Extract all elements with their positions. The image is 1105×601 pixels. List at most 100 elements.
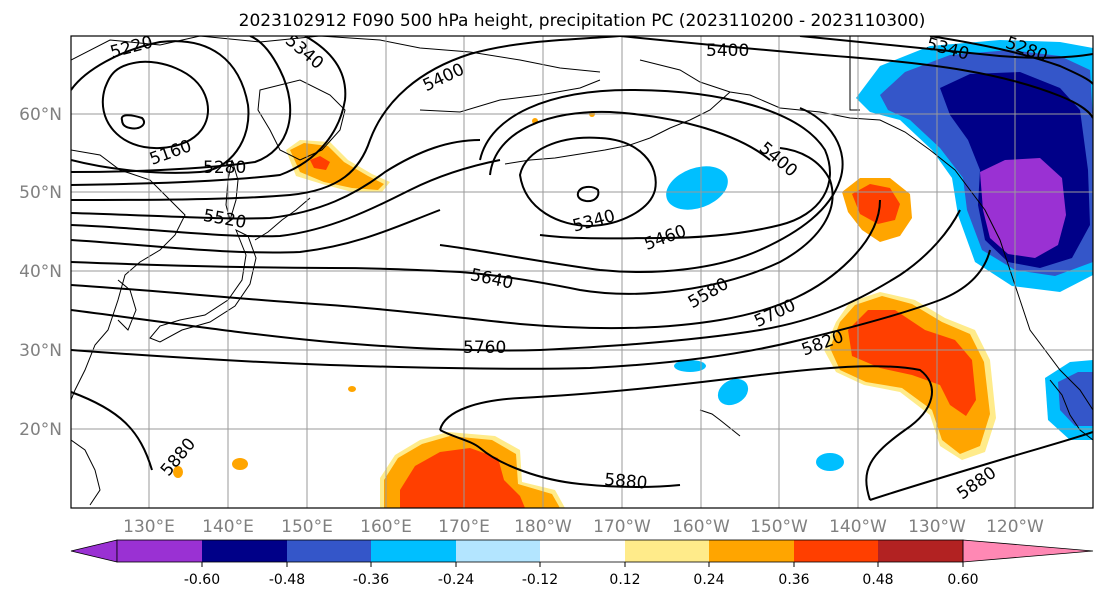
lat-label-50: 50°N [19,183,62,203]
lon-label-120w: 120°W [986,517,1044,537]
colorbar-segment-8 [709,540,794,562]
coast-kamchatka [257,79,346,161]
contour-5880-se [869,431,1093,501]
coast-philippines [71,439,101,506]
lat-label-20: 20°N [19,420,62,440]
precip-area-kamchatka-core [310,156,330,170]
colorbar-label-10: 0.60 [947,572,978,588]
precip-area-midpac-blue [666,166,728,210]
colorbar-label-6: 0.12 [609,572,640,588]
contour-5520-west [71,159,501,238]
contour-5280-west [71,36,292,173]
contour-label-5760: 5760 [463,338,506,358]
contour-5340-west [71,36,347,186]
contour-5220 [71,40,250,174]
colorbar-label-3: -0.36 [353,572,389,588]
lon-label-140e: 140°E [202,517,254,537]
contour-low-west-inner [120,114,146,130]
precip-area-baja-mid [1058,372,1093,426]
contour-5340-center [518,136,657,228]
precip-area-sc-pacific-core [400,448,525,508]
colorbar: -0.60 -0.48 -0.36 -0.24 -0.12 0.12 0.24 … [70,539,1094,588]
colorbar-segment-9 [794,540,878,562]
lon-label-130e: 130°E [123,517,175,537]
colorbar-extend-right [962,539,1094,563]
colorbar-segment-3 [287,540,371,562]
contour-5460 [479,88,831,240]
map-panel: 5220 5340 5400 5400 5340 5280 5160 5280 … [70,35,1094,509]
contour-5400-north [619,36,1093,119]
colorbar-label-8: 0.36 [778,572,809,588]
contour-5280-north [929,36,1093,85]
contour-5580 [439,107,844,273]
lon-label-170w: 170°W [593,517,651,537]
colorbar-segment-7 [625,540,709,562]
coast-chukotka [419,79,601,113]
contour-5460-west [71,139,481,220]
colorbar-label-9: 0.48 [862,572,893,588]
colorbar-segment-4 [371,540,456,562]
contour-5880-west [71,391,153,471]
lon-label-150w: 150°W [750,517,808,537]
lon-label-140w: 140°W [829,517,887,537]
coast-mexico [1049,379,1093,441]
map-title: 2023102912 F090 500 hPa height, precipit… [239,11,926,31]
lon-label-150e: 150°E [281,517,333,537]
precip-area-nw-america-core [980,158,1066,258]
longitude-labels: 130°E 140°E 150°E 160°E 170°E 180°W 170°… [123,517,1044,537]
coastlines [71,36,1093,506]
contour-5580-west [71,209,441,254]
contour-5640-west [71,147,834,295]
colorbar-label-1: -0.60 [184,572,220,588]
precip-area-south-blue [816,453,844,471]
colorbar-extend-left [70,539,118,563]
precip-area-hawaii-blue2 [717,378,749,406]
colorbar-segment-2 [202,540,287,562]
coast-alaska-peninsula [649,91,731,139]
lon-label-160w: 160°W [672,517,730,537]
contour-label-5280-b: 5280 [203,158,246,178]
colorbar-label-5: -0.12 [522,572,558,588]
contour-5400-center [489,110,771,176]
contour-label-5880-b: 5880 [603,470,648,494]
coast-kurils [254,197,311,241]
coast-korea [117,279,137,331]
latitude-labels: 60°N 50°N 40°N 30°N 20°N [19,105,62,440]
precip-area-dot1 [232,458,248,470]
graticule [71,36,1093,508]
contour-5340-north [799,36,1093,59]
lon-label-160e: 160°E [360,517,412,537]
lon-label-170e: 170°E [438,517,490,537]
colorbar-ticks [201,562,964,567]
lat-label-60: 60°N [19,105,62,125]
contour-low-center-inner [576,185,600,203]
contour-5700-west [71,199,881,330]
precipitation-shading [173,40,1093,508]
colorbar-segment-1 [117,540,202,562]
colorbar-label-4: -0.24 [438,572,474,588]
precip-area-goa-core [852,184,900,224]
coast-hudson [849,36,860,111]
height-contours [71,36,1093,501]
contour-5880-east [439,365,933,501]
contour-5400-west [71,36,621,201]
coast-hawaii [699,409,741,437]
map-frame [70,35,1094,509]
precip-area-hawaii-blue1 [674,360,706,372]
contour-5160 [101,60,209,150]
lat-label-30: 30°N [19,341,62,361]
lon-label-130w: 130°W [908,517,966,537]
coast-alaska [639,59,1093,411]
contour-5760 [71,209,961,352]
lon-label-180w: 180°W [514,517,572,537]
lat-label-40: 40°N [19,262,62,282]
colorbar-label-2: -0.48 [269,572,305,588]
coast-asia-east [71,149,186,401]
colorbar-label-7: 0.24 [693,572,724,588]
colorbar-segment-5 [456,540,540,562]
precip-area-se-pacific-core [848,310,976,416]
contour-5880-loop [439,429,681,489]
precip-area-dot2 [173,466,183,478]
colorbar-segment-10 [878,540,963,562]
precip-area-dot3 [348,386,356,392]
